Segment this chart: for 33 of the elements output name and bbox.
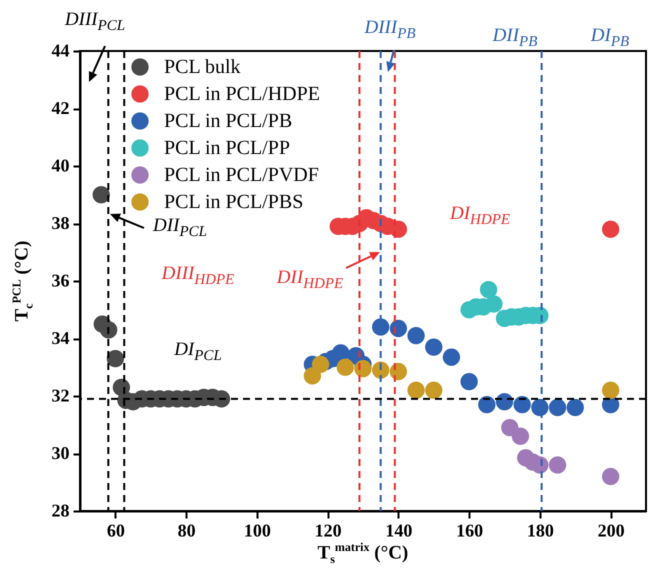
x-axis-title: T$_{s}$$^{matrix}$ (°C) [318, 540, 408, 566]
y-tick-label: 34 [52, 328, 70, 348]
legend-label: PCL in PCL/PP [164, 137, 290, 159]
annotation: DII$_{PCL}$ [153, 215, 207, 240]
x-tick-label: 160 [456, 520, 484, 540]
text: DIII$_{PCL}$ [64, 9, 126, 34]
legend-label: PCL in PCL/PBS [164, 191, 304, 213]
x-tick-label: 140 [385, 520, 412, 540]
x-tick-label: 80 [178, 520, 196, 540]
y-tick-label: 36 [52, 270, 70, 290]
y-tick-label: 30 [52, 443, 70, 463]
y-tick-label: 38 [52, 213, 70, 233]
annotation: DIII$_{HDPE}$ [162, 263, 234, 288]
y-tick-label: 28 [52, 500, 70, 520]
legend-label: PCL in PCL/PB [164, 110, 292, 132]
text: DI$_{PB}$ [590, 25, 630, 50]
x-tick-label: 60 [106, 520, 125, 540]
annotation: DI$_{PCL}$ [174, 339, 222, 364]
legend-label: PCL in PCL/PVDF [164, 164, 319, 186]
y-tick-label: 44 [52, 40, 70, 60]
text: DII$_{PB}$ [492, 25, 538, 50]
x-tick-label: 180 [526, 520, 554, 540]
text: DIII$_{PB}$ [364, 17, 416, 42]
x-tick-label: 120 [314, 520, 342, 540]
y-tick-label: 32 [52, 386, 70, 406]
annotation: DI$_{HDPE}$ [450, 203, 510, 228]
y-tick-label: 42 [52, 98, 70, 118]
x-tick-label: 200 [598, 520, 625, 540]
legend-label: PCL bulk [164, 56, 240, 78]
y-tick-label: 40 [52, 156, 70, 176]
legend-label: PCL in PCL/HDPE [164, 83, 320, 105]
annotation: DII$_{HDPE}$ [276, 267, 344, 292]
x-tick-label: 100 [244, 520, 271, 540]
